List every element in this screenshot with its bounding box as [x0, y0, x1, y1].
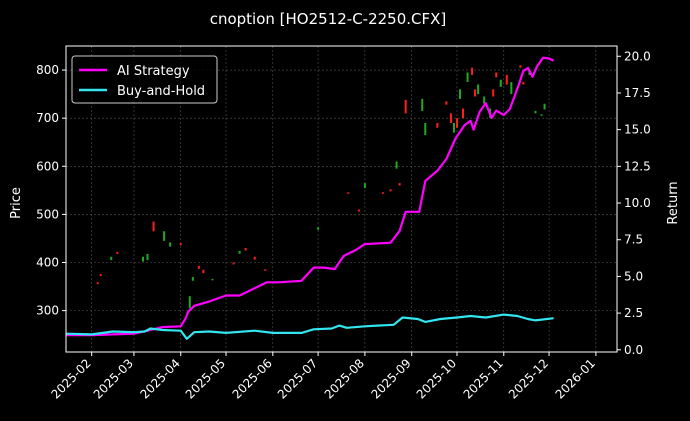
candle [253, 256, 256, 260]
left-tick-label: 400 [36, 256, 59, 270]
candle [452, 122, 455, 133]
candle [152, 221, 155, 232]
legend-box [71, 55, 218, 104]
candle [462, 108, 465, 119]
candle [421, 98, 424, 111]
candle [449, 113, 452, 123]
candle [522, 82, 525, 85]
right-tick-label: 12.5 [624, 159, 651, 173]
candle [141, 256, 144, 262]
chart-title: cnoption [HO2512-C-2250.CFX] [210, 10, 447, 28]
plot-frame [65, 45, 618, 353]
legend: AI Strategy Buy-and-Hold [71, 55, 218, 104]
candle [232, 262, 235, 265]
candles [96, 65, 546, 309]
candle [146, 253, 149, 261]
candle [436, 122, 439, 128]
candle [474, 89, 477, 97]
candle [395, 161, 398, 169]
right-tick-label: 15.0 [624, 123, 651, 137]
right-tick-label: 2.5 [624, 306, 643, 320]
candle [505, 74, 508, 85]
grid [66, 46, 617, 352]
candle [540, 114, 543, 116]
left-axis: 300 400 500 600 700 800 [36, 63, 66, 318]
candle [96, 282, 99, 285]
left-tick-label: 300 [36, 304, 59, 318]
candle [382, 192, 385, 194]
left-tick-label: 700 [36, 111, 59, 125]
right-tick-label: 20.0 [624, 49, 651, 63]
candle [459, 89, 462, 99]
left-tick-label: 800 [36, 63, 59, 77]
left-axis-label: Price [9, 187, 24, 219]
candle [179, 243, 182, 246]
candle [495, 72, 498, 78]
candle [445, 101, 448, 105]
candle [477, 84, 480, 95]
candle [363, 183, 366, 188]
legend-label-buy-and-hold: Buy-and-Hold [117, 84, 205, 99]
series-line-ai-strategy [66, 56, 555, 337]
left-tick-label: 500 [36, 207, 59, 221]
candle [238, 250, 241, 254]
candle [492, 89, 495, 97]
candle [466, 72, 469, 83]
candle [211, 278, 214, 281]
series-line-buy-and-hold [65, 313, 554, 340]
candle [534, 110, 537, 114]
candle [244, 248, 247, 251]
candle [455, 118, 458, 128]
candle [116, 251, 119, 254]
candle [424, 122, 427, 136]
candle [543, 103, 546, 110]
candle [347, 192, 350, 194]
left-tick-label: 600 [36, 159, 59, 173]
candle [163, 231, 166, 241]
candle [317, 227, 320, 230]
candle [471, 67, 474, 75]
candle [510, 82, 513, 95]
right-tick-label: 7.5 [624, 233, 643, 247]
candle [188, 296, 191, 309]
candle [197, 265, 200, 269]
candle [110, 256, 113, 261]
candle [191, 276, 194, 281]
candle [357, 209, 360, 212]
right-tick-label: 5.0 [624, 269, 643, 283]
candle [99, 274, 102, 276]
candle [264, 269, 267, 271]
candle [519, 65, 522, 68]
right-tick-label: 10.0 [624, 196, 651, 210]
right-axis-label: Return [666, 181, 681, 224]
legend-label-ai-strategy: AI Strategy [117, 64, 190, 79]
right-tick-label: 0.0 [624, 343, 643, 357]
candle [499, 79, 502, 87]
candle [404, 99, 407, 114]
right-tick-label: 17.5 [624, 86, 651, 100]
right-axis: 0.0 2.5 5.0 7.5 10.0 12.5 15.0 17.5 20.0 [617, 49, 651, 357]
candle [483, 96, 486, 104]
candle [398, 183, 401, 186]
candle [202, 269, 205, 274]
candle [389, 189, 392, 192]
series-lines [65, 56, 555, 340]
candle [169, 242, 172, 247]
